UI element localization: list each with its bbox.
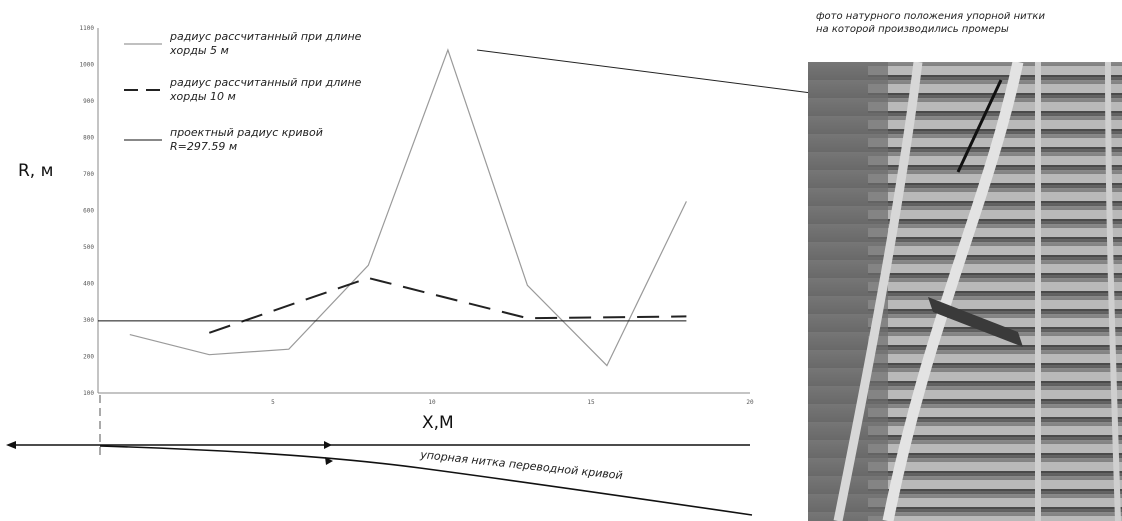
legend: радиус рассчитанный при длине хорды 5 м …: [124, 30, 362, 153]
series-line-2: [208, 276, 687, 334]
legend-label-chord10-line1: радиус рассчитанный при длине: [169, 76, 362, 89]
x-tick-label: 10: [428, 399, 436, 406]
photo-caption: фото натурного положения упорной нитки н…: [816, 10, 1116, 36]
switch-rod: [928, 297, 1023, 347]
legend-label-chord10-line2: хорды 10 м: [169, 90, 236, 103]
x-axis-title: X,М: [422, 413, 454, 433]
y-tick-label: 900: [83, 98, 94, 105]
curve-arrowhead: [325, 457, 333, 465]
x-tick-label: 20: [746, 399, 754, 406]
y-tick-label: 400: [83, 281, 94, 288]
y-tick-label: 200: [83, 354, 94, 361]
mid-arrowhead: [324, 441, 332, 449]
y-tick-label: 100: [83, 390, 94, 397]
y-tick-label: 800: [83, 135, 94, 142]
y-tick-label: 500: [83, 244, 94, 251]
y-tick-label: 700: [83, 171, 94, 178]
series-layer: [98, 48, 687, 367]
photo-caption-line1: фото натурного положения упорной нитки: [816, 11, 1045, 22]
series-line-1: [129, 48, 687, 367]
left-arrowhead: [6, 441, 16, 449]
curved-rail-line: [99, 445, 753, 516]
ballast-left: [808, 62, 888, 521]
y-tick-labels: 100 200 300 400 500 600 700 800 900 1000 1100: [80, 25, 95, 397]
rail-right-2: [1105, 62, 1121, 521]
legend-label-chord5-line1: радиус рассчитанный при длине: [169, 30, 362, 43]
y-tick-label: 1000: [80, 62, 95, 69]
x-tick-label: 15: [587, 399, 595, 406]
legend-label-design-line1: проектный радиус кривой: [170, 126, 323, 139]
y-tick-label: 1100: [80, 25, 95, 32]
rail-label: упорная нитка переводной кривой: [419, 448, 624, 482]
x-tick-label: 5: [271, 399, 275, 406]
measured-segment-mark: [956, 79, 1003, 173]
rail-diagram: упорная нитка переводной кривой: [6, 395, 753, 516]
y-axis-title: R, м: [18, 161, 53, 181]
y-tick-label: 600: [83, 208, 94, 215]
x-tick-labels: 5 10 15 20: [271, 399, 754, 406]
legend-label-design-line2: R=297.59 м: [170, 140, 237, 153]
legend-label-chord5-line2: хорды 5 м: [169, 44, 229, 57]
rail-photo: [808, 62, 1122, 521]
y-tick-label: 300: [83, 317, 94, 324]
photo-caption-line2: на которой производились промеры: [816, 24, 1009, 35]
rail-left: [833, 62, 923, 521]
rail-curved: [882, 62, 1024, 521]
